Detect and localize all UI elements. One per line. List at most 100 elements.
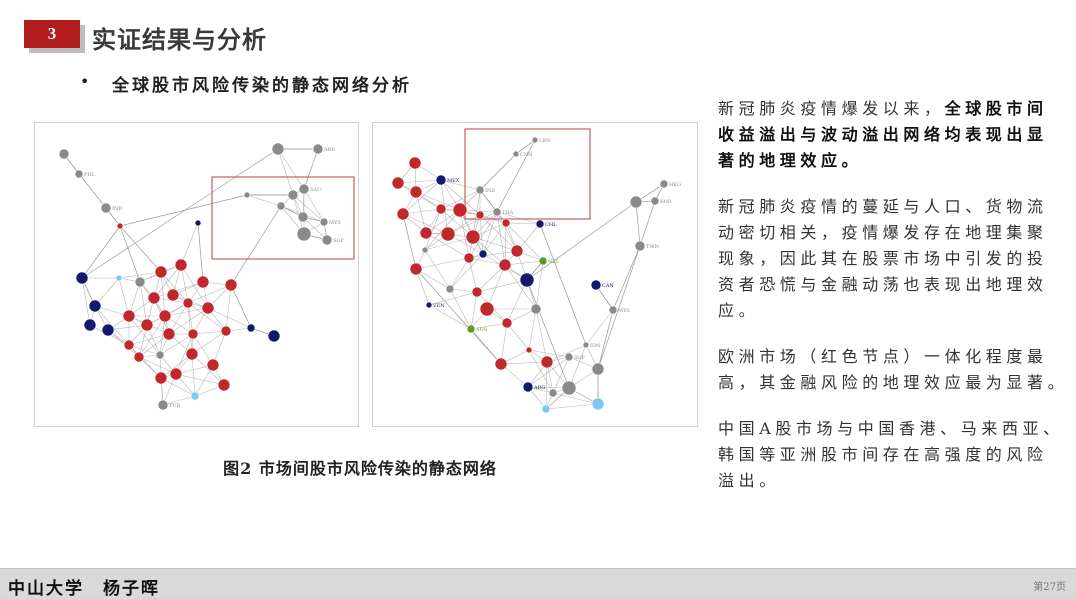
network-edge bbox=[479, 189, 498, 213]
network-edge bbox=[470, 322, 508, 330]
network-node bbox=[58, 148, 70, 160]
network-edge bbox=[425, 232, 470, 259]
network-edge bbox=[440, 179, 481, 191]
network-node bbox=[590, 279, 602, 291]
p1-bold-text: 全球股市间 bbox=[944, 99, 1048, 118]
network-node bbox=[116, 222, 124, 230]
network-figure-right: LBN CHN IND THA MEX CHL CAN VEN ARG MYS IDN SGP HKG K… bbox=[372, 122, 698, 427]
network-node bbox=[582, 341, 590, 349]
network-edge bbox=[545, 403, 599, 410]
network-edge bbox=[424, 208, 442, 251]
network-node bbox=[174, 258, 188, 272]
network-node bbox=[494, 357, 508, 371]
p4-line: 溢出。 bbox=[718, 471, 780, 490]
network-edge bbox=[552, 356, 570, 394]
network-edge bbox=[449, 253, 484, 290]
network-edge bbox=[504, 260, 544, 266]
network-figure-left: PHL IND ARE SAU MYS SGP TUR bbox=[34, 122, 359, 427]
network-node bbox=[425, 301, 433, 309]
network-edge bbox=[468, 250, 518, 259]
network-node bbox=[140, 318, 154, 332]
network-edge bbox=[468, 211, 498, 259]
slide-title: 实证结果与分析 bbox=[92, 26, 267, 54]
network-node bbox=[194, 219, 202, 227]
node-label: LBN bbox=[539, 138, 551, 144]
network-edge bbox=[612, 245, 641, 311]
network-edge bbox=[168, 307, 209, 335]
commentary-text: 新冠肺炎疫情爆发以来，全球股市间 收益溢出与波动溢出网络均表现出显 著的地理效应… bbox=[718, 96, 1068, 494]
network-edge bbox=[415, 191, 427, 234]
network-edge bbox=[292, 194, 325, 223]
network-node bbox=[271, 142, 285, 156]
node-label: TWN bbox=[646, 244, 659, 250]
network-node bbox=[535, 219, 545, 229]
network-edge bbox=[539, 223, 587, 346]
p3-line: 高，其金融风险的地理效应最为显著。 bbox=[718, 373, 1069, 392]
network-edge bbox=[535, 308, 548, 363]
p1-line1: 新冠肺炎疫情爆发以来，全球股市间 bbox=[718, 96, 1068, 122]
network-node bbox=[312, 143, 324, 155]
network-edge bbox=[515, 139, 536, 155]
network-edge bbox=[128, 344, 161, 356]
network-edge bbox=[128, 333, 170, 346]
network-node bbox=[319, 217, 329, 227]
highlight-box bbox=[211, 176, 355, 260]
network-edge bbox=[526, 201, 637, 281]
network-edge bbox=[191, 353, 196, 397]
network-graph-right: LBN CHN IND THA MEX CHL CAN VEN ARG MYS IDN SGP HKG K… bbox=[391, 128, 681, 414]
network-node bbox=[224, 278, 238, 292]
p4-line: 中国A股市场与中国香港、马来西亚、 bbox=[718, 419, 1064, 438]
network-edge bbox=[506, 322, 530, 351]
network-edge bbox=[506, 308, 537, 324]
network-node bbox=[321, 234, 333, 246]
network-node bbox=[134, 276, 146, 288]
network-edge bbox=[191, 330, 227, 355]
network-edge bbox=[545, 361, 548, 410]
network-edge bbox=[415, 257, 470, 270]
network-node bbox=[115, 274, 123, 282]
network-node bbox=[463, 252, 475, 264]
network-edge bbox=[118, 277, 130, 317]
network-edge bbox=[192, 330, 227, 335]
network-node bbox=[561, 380, 577, 396]
p2-line: 资者恐慌与金融动荡也表现出地理效 bbox=[718, 275, 1048, 294]
section-number-badge: 3 bbox=[24, 20, 80, 48]
highlight-box bbox=[464, 128, 591, 220]
network-node bbox=[276, 201, 286, 211]
node-label: CHL bbox=[545, 222, 557, 228]
node-label: IND bbox=[112, 206, 122, 212]
network-node bbox=[287, 189, 299, 201]
node-label: MYS bbox=[618, 308, 630, 314]
network-edge bbox=[107, 329, 140, 358]
node-label: IDN bbox=[590, 343, 601, 349]
p4-line: 韩国等亚洲股市间存在高强度的风险 bbox=[718, 445, 1048, 464]
network-edge bbox=[164, 307, 209, 317]
network-node bbox=[100, 202, 112, 214]
network-node bbox=[408, 156, 422, 170]
network-node bbox=[155, 350, 165, 360]
p2-line: 动密切相关，疫情爆发存在地理集聚 bbox=[718, 223, 1048, 242]
network-graph-left: PHL IND ARE SAU MYS SGP TUR bbox=[58, 142, 355, 411]
network-node bbox=[88, 299, 102, 313]
network-node bbox=[538, 256, 548, 266]
nodes: PHL IND ARE SAU MYS SGP TUR bbox=[58, 142, 344, 411]
network-edge bbox=[447, 211, 498, 235]
network-edge bbox=[424, 249, 451, 290]
network-node bbox=[190, 391, 200, 401]
edges bbox=[63, 148, 328, 406]
network-node bbox=[297, 211, 309, 223]
network-node bbox=[157, 399, 169, 411]
network-edge bbox=[119, 225, 141, 283]
network-edge bbox=[187, 302, 193, 355]
network-edge bbox=[207, 307, 252, 329]
network-edge bbox=[81, 148, 279, 279]
network-node bbox=[296, 226, 312, 242]
node-label: SGP bbox=[574, 355, 585, 361]
network-edge bbox=[138, 333, 170, 358]
network-node bbox=[217, 378, 231, 392]
network-edge bbox=[191, 353, 225, 386]
network-node bbox=[564, 352, 574, 362]
network-node bbox=[548, 388, 558, 398]
network-node bbox=[478, 249, 488, 259]
network-edge bbox=[527, 356, 570, 388]
